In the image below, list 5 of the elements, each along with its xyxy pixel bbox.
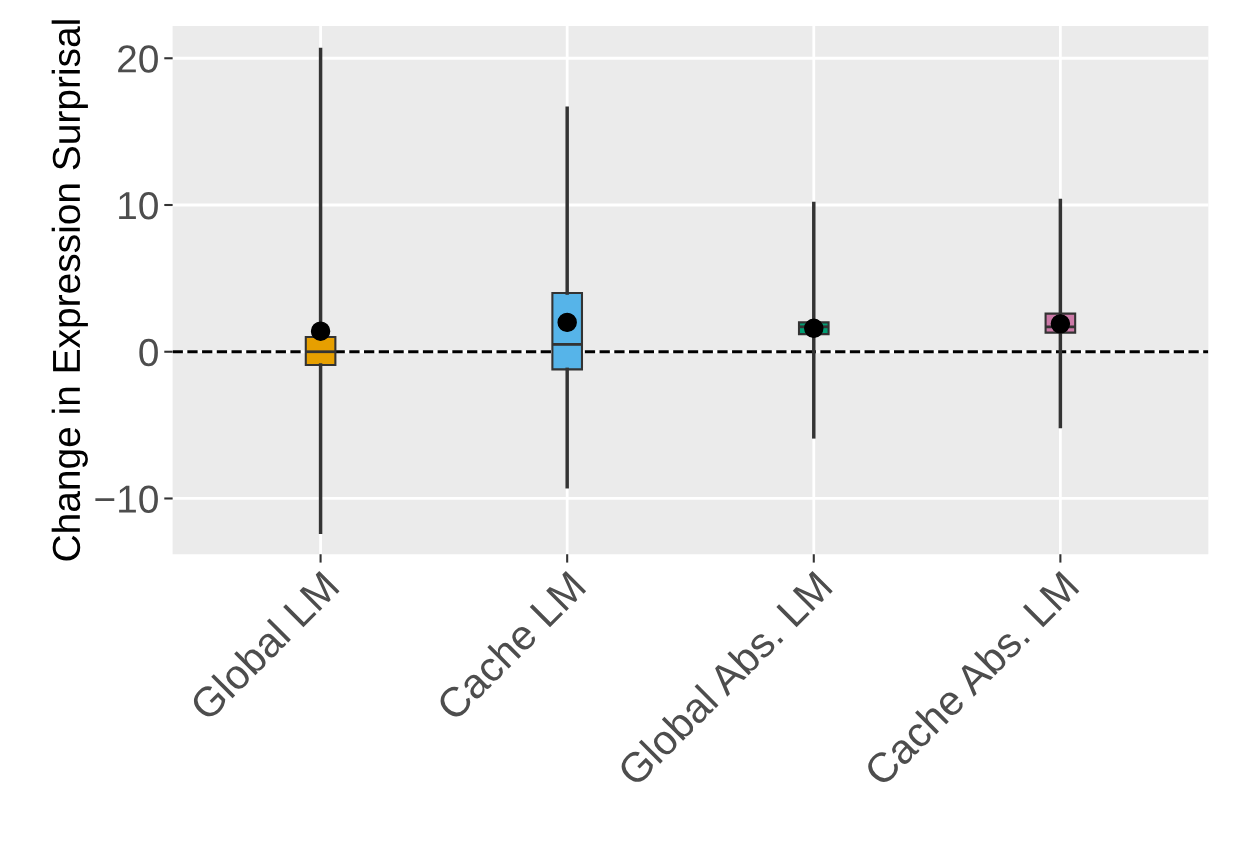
y-tick-label: 10 — [119, 191, 158, 220]
y-tick-label: −10 — [95, 485, 158, 513]
y-axis-title: Change in Expression Surprisal — [51, 20, 88, 561]
y-tick-label: 0 — [139, 338, 158, 367]
y-tick-label: 20 — [118, 45, 158, 73]
